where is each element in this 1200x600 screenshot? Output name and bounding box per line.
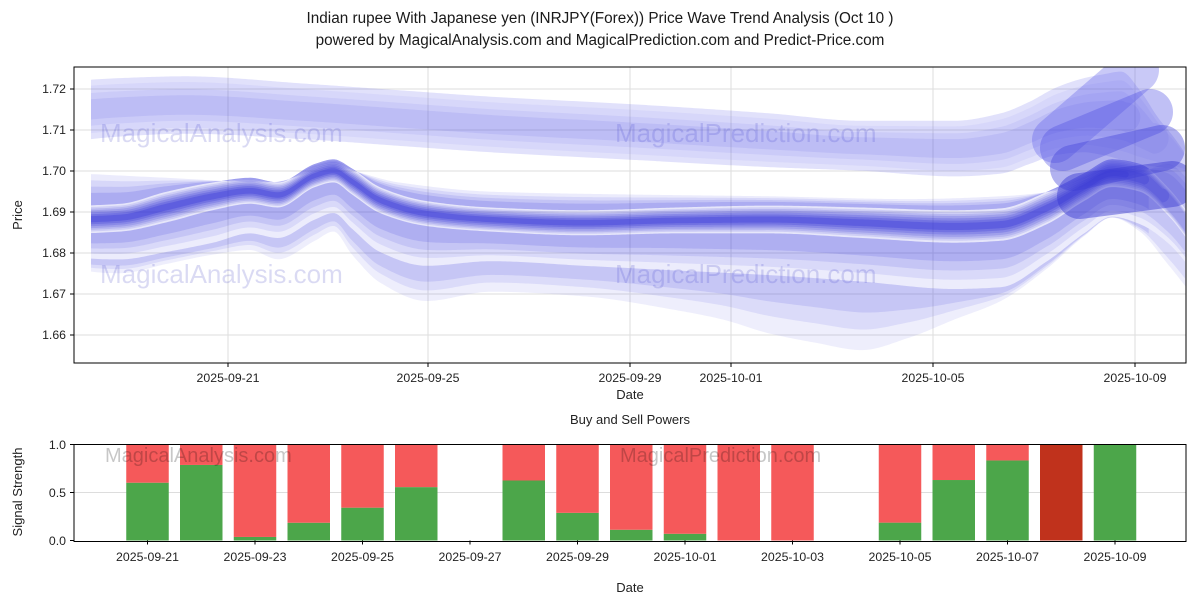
svg-text:1.72: 1.72: [42, 82, 66, 96]
svg-text:MagicalPrediction.com: MagicalPrediction.com: [620, 445, 821, 467]
svg-text:0.5: 0.5: [49, 486, 66, 500]
svg-text:2025-09-27: 2025-09-27: [439, 550, 502, 564]
svg-text:1.71: 1.71: [42, 123, 66, 137]
svg-text:2025-09-23: 2025-09-23: [224, 550, 287, 564]
svg-text:Signal Strength: Signal Strength: [10, 448, 25, 537]
svg-text:Date: Date: [616, 580, 643, 595]
svg-text:2025-10-01: 2025-10-01: [700, 371, 763, 385]
svg-text:Price: Price: [10, 200, 25, 230]
svg-text:1.70: 1.70: [42, 164, 66, 178]
svg-text:2025-09-29: 2025-09-29: [546, 550, 609, 564]
svg-text:2025-10-01: 2025-10-01: [654, 550, 717, 564]
svg-text:1.69: 1.69: [42, 205, 66, 219]
svg-text:2025-09-29: 2025-09-29: [599, 371, 662, 385]
svg-text:Buy and Sell Powers: Buy and Sell Powers: [570, 412, 690, 427]
svg-text:2025-10-05: 2025-10-05: [869, 550, 932, 564]
svg-text:2025-09-25: 2025-09-25: [397, 371, 460, 385]
svg-text:2025-10-09: 2025-10-09: [1104, 371, 1167, 385]
svg-text:2025-10-03: 2025-10-03: [761, 550, 824, 564]
svg-text:2025-10-07: 2025-10-07: [976, 550, 1039, 564]
svg-text:Date: Date: [616, 387, 643, 402]
svg-text:2025-10-09: 2025-10-09: [1084, 550, 1147, 564]
svg-text:2025-09-21: 2025-09-21: [197, 371, 260, 385]
svg-text:1.0: 1.0: [49, 438, 66, 452]
svg-text:1.68: 1.68: [42, 246, 66, 260]
svg-text:1.67: 1.67: [42, 287, 66, 301]
svg-text:2025-09-21: 2025-09-21: [116, 550, 179, 564]
svg-text:1.66: 1.66: [42, 328, 66, 342]
svg-text:2025-10-05: 2025-10-05: [902, 371, 965, 385]
svg-text:0.0: 0.0: [49, 534, 66, 548]
svg-text:2025-09-25: 2025-09-25: [331, 550, 394, 564]
svg-text:MagicalAnalysis.com: MagicalAnalysis.com: [105, 445, 292, 467]
